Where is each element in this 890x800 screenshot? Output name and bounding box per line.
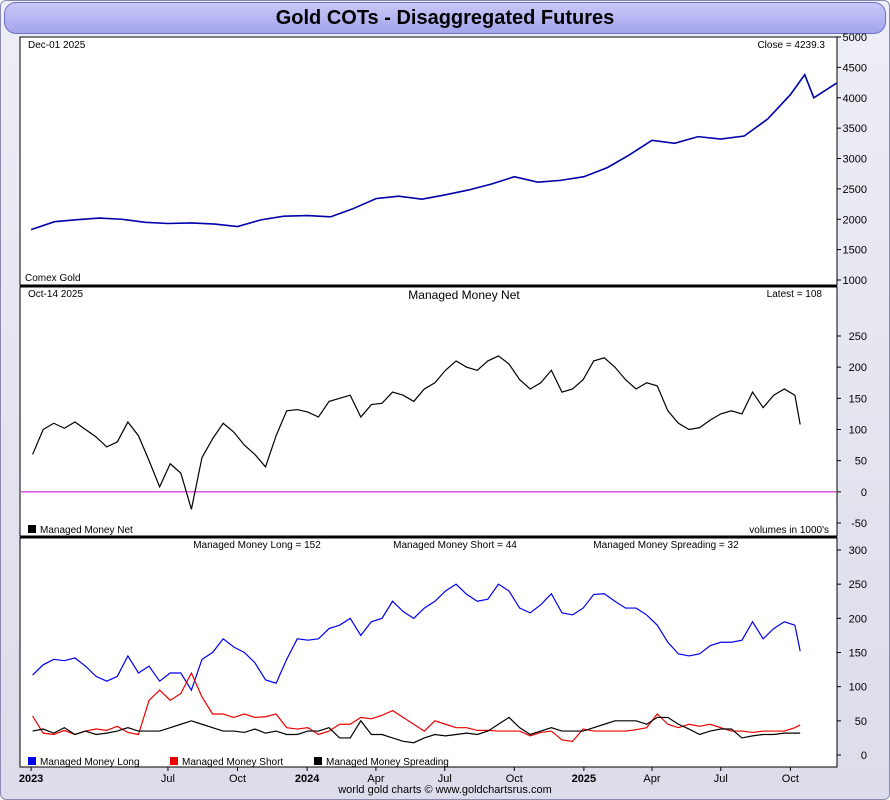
units-note: volumes in 1000's xyxy=(749,525,829,536)
x-tick-label: Apr xyxy=(643,773,660,785)
spreading-header-label: Managed Money Spreading = 32 xyxy=(593,540,739,551)
price-date-label: Dec-01 2025 xyxy=(28,40,86,51)
y-tick-label: 1000 xyxy=(843,275,867,287)
title-bar: Gold COTs - Disaggregated Futures xyxy=(4,2,886,34)
y-tick-label: 50 xyxy=(855,716,867,728)
y-tick-label: -50 xyxy=(851,518,867,530)
price-line-group xyxy=(30,73,837,231)
short-series-line xyxy=(32,671,801,742)
y-tick-label: 300 xyxy=(849,545,867,557)
y-tick-label: 200 xyxy=(849,613,867,625)
y-tick-label: 2000 xyxy=(843,214,867,226)
x-tick-label: 2024 xyxy=(295,773,320,785)
y-tick-label: 3000 xyxy=(843,154,867,166)
price-y-ticks: 1000 1500 2000 2500 3000 3500 4000 4500 5000 xyxy=(837,32,867,287)
net-panel xyxy=(19,286,838,537)
long-legend-swatch xyxy=(28,757,36,765)
spreading-legend-label: Managed Money Spreading xyxy=(326,757,449,768)
y-tick-label: 0 xyxy=(861,487,867,499)
y-tick-label: 0 xyxy=(861,750,867,762)
short-legend-swatch xyxy=(170,757,178,765)
components-lines-group xyxy=(32,583,801,744)
long-header-label: Managed Money Long = 152 xyxy=(193,540,321,551)
net-series-line xyxy=(32,355,801,510)
long-series-line xyxy=(32,583,801,692)
x-tick-label: Oct xyxy=(229,773,246,785)
y-tick-label: 50 xyxy=(855,456,867,468)
net-legend-label: Managed Money Net xyxy=(40,525,133,536)
x-tick-label: Jul xyxy=(161,773,175,785)
y-tick-label: 4500 xyxy=(843,62,867,74)
y-tick-label: 250 xyxy=(849,331,867,343)
x-tick-label: Jul xyxy=(714,773,728,785)
y-tick-label: 1500 xyxy=(843,245,867,257)
x-tick-label: 2025 xyxy=(572,773,596,785)
price-series-label: Comex Gold xyxy=(25,273,81,284)
y-tick-label: 250 xyxy=(849,579,867,591)
footer-credit: world gold charts © www.goldchartsrus.co… xyxy=(338,784,552,796)
short-legend-label: Managed Money Short xyxy=(182,757,283,768)
spreading-series-line xyxy=(32,716,801,744)
y-tick-label: 150 xyxy=(849,393,867,405)
chart-title: Gold COTs - Disaggregated Futures xyxy=(275,7,615,29)
net-line-group xyxy=(21,355,836,510)
net-latest-label: Latest = 108 xyxy=(767,289,823,300)
y-tick-label: 100 xyxy=(849,425,867,437)
net-panel-title: Managed Money Net xyxy=(408,288,520,302)
x-tick-label: Oct xyxy=(782,773,799,785)
components-panel xyxy=(19,537,838,768)
y-tick-label: 3500 xyxy=(843,123,867,135)
price-series-line xyxy=(30,73,837,231)
y-tick-label: 150 xyxy=(849,648,867,660)
x-axis-labels: 2023 Jul Oct 2024 Apr Jul Oct 2025 Apr Jul Oct xyxy=(19,767,799,785)
x-tick-label: Jul xyxy=(438,773,452,785)
net-date-label: Oct-14 2025 xyxy=(28,289,83,300)
y-tick-label: 200 xyxy=(849,362,867,374)
x-tick-label: Oct xyxy=(506,773,523,785)
price-panel xyxy=(19,36,838,286)
net-legend-swatch xyxy=(28,525,36,533)
price-close-label: Close = 4239.3 xyxy=(757,40,825,51)
y-tick-label: 2500 xyxy=(843,184,867,196)
net-y-ticks: -50 0 50 100 150 200 250 xyxy=(837,331,867,530)
spreading-legend-swatch xyxy=(314,757,322,765)
long-legend-label: Managed Money Long xyxy=(40,757,140,768)
y-tick-label: 4000 xyxy=(843,93,867,105)
y-tick-label: 100 xyxy=(849,682,867,694)
short-header-label: Managed Money Short = 44 xyxy=(393,540,517,551)
x-tick-label: Apr xyxy=(367,773,384,785)
components-y-ticks: 0 50 100 150 200 250 300 xyxy=(837,545,867,762)
x-tick-label: 2023 xyxy=(19,773,43,785)
y-tick-label: 5000 xyxy=(843,32,867,44)
